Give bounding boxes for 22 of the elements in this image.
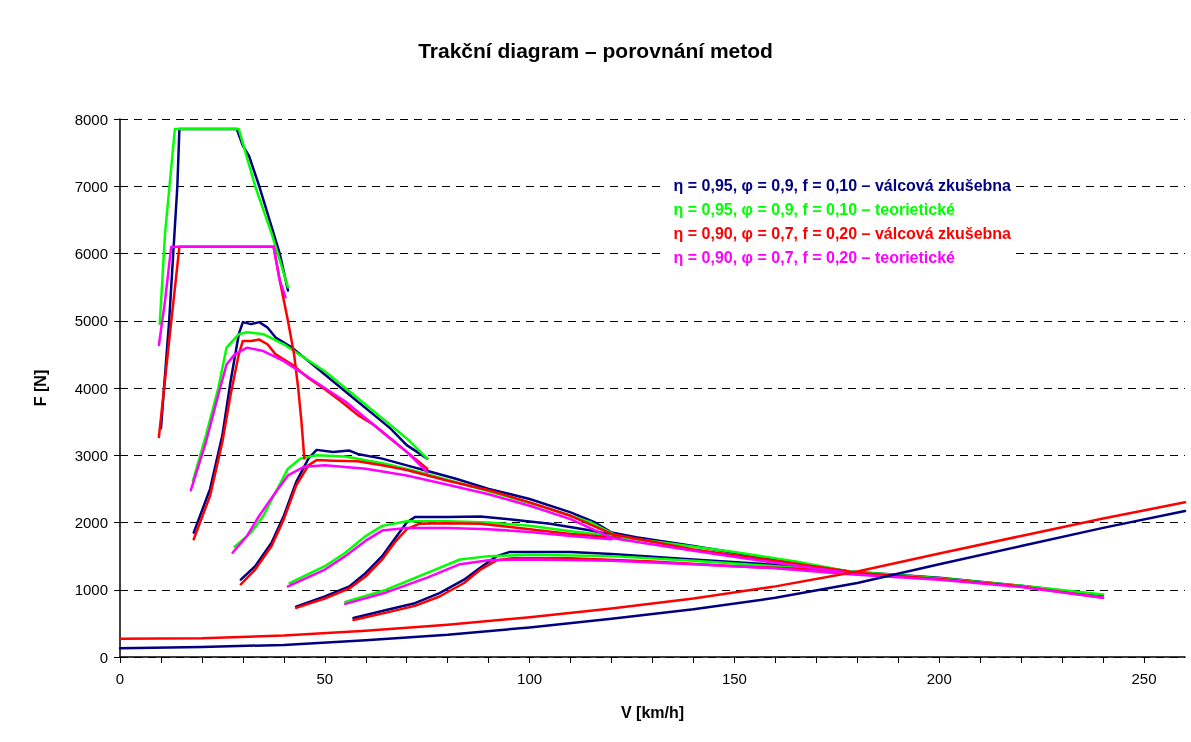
y-tick-label: 7000 (74, 177, 108, 195)
y-tick-label: 0 (99, 648, 108, 666)
y-tick-label: 2000 (74, 514, 108, 531)
y-tick-label: 6000 (74, 245, 108, 262)
y-tick-label: 8000 (74, 110, 108, 128)
x-tick-label: 100 (517, 670, 543, 687)
x-tick-label: 50 (316, 670, 334, 687)
x-axis-title: V [km/h] (620, 703, 685, 721)
y-tick-label: 5000 (74, 312, 108, 330)
y-tick-label: 4000 (74, 379, 108, 397)
x-tick-label: 200 (926, 670, 952, 687)
y-tick-label: 1000 (74, 581, 108, 599)
y-axis-title: F [N] (31, 369, 49, 407)
y-tick-label: 3000 (74, 446, 108, 464)
text: η = 0,95, φ = 0,9, f = 0,10 – válcová zkušebna (673, 176, 1012, 194)
chart-title: Trakční diagram – porovnání metod (418, 39, 773, 62)
x-tick-label: 0 (115, 670, 125, 687)
x-tick-label: 250 (1131, 670, 1157, 687)
text: η = 0,95, φ = 0,9, f = 0,10 – teorietické (673, 200, 956, 218)
text: η = 0,90, φ = 0,7, f = 0,20 – teorietické (673, 248, 956, 266)
x-tick-label: 150 (721, 670, 747, 687)
text: η = 0,90, φ = 0,7, f = 0,20 – válcová zkušebna (673, 224, 1012, 242)
